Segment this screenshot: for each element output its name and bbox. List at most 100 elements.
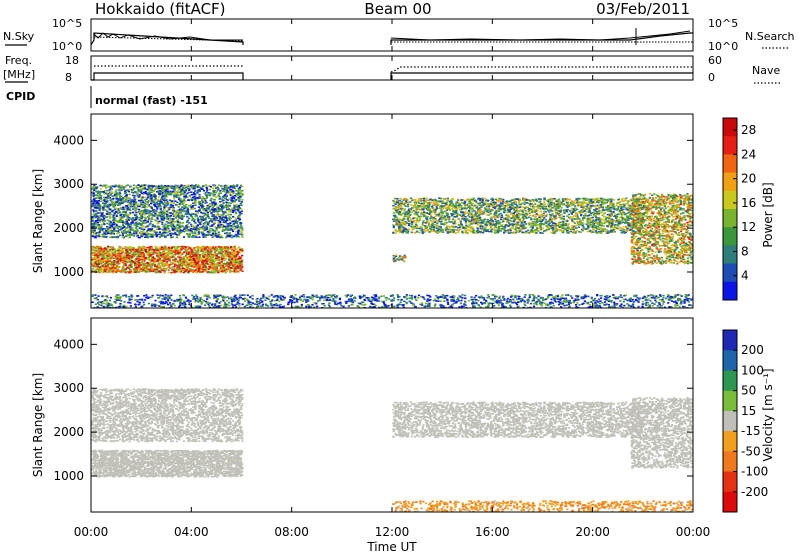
noise-right-tick-top: 10^5 (708, 17, 738, 30)
echo-cell (205, 257, 208, 260)
echo-cell (116, 227, 120, 229)
echo-cell (220, 261, 223, 263)
echo-cell (93, 197, 96, 199)
echo-cell (238, 219, 241, 222)
echo-cell (213, 231, 216, 234)
echo-cell (239, 227, 242, 230)
echo-cell (122, 214, 125, 216)
echo-cell (164, 201, 167, 203)
echo-cell (137, 190, 140, 193)
echo-cell (206, 211, 209, 214)
echo-cell (142, 268, 145, 270)
echo-cell (221, 219, 224, 221)
echo-cell (170, 262, 173, 265)
echo-cell (234, 217, 237, 220)
echo-cell (158, 248, 161, 250)
echo-cell (183, 187, 187, 190)
echo-cell (163, 231, 166, 234)
echo-cell (118, 186, 121, 189)
echo-cell (233, 228, 236, 230)
echo-cell (173, 246, 176, 249)
echo-cell (98, 225, 101, 227)
echo-cell (117, 268, 120, 271)
echo-cell (132, 211, 135, 214)
echo-cell (172, 202, 175, 204)
echo-cell (99, 188, 102, 190)
echo-cell (210, 203, 213, 205)
echo-cell (99, 197, 102, 199)
echo-cell (225, 198, 228, 201)
echo-cell (120, 227, 123, 230)
echo-cell (206, 249, 209, 251)
echo-cell (206, 271, 209, 274)
echo-cell (143, 196, 146, 199)
echo-cell (175, 247, 178, 249)
echo-cell (100, 200, 103, 203)
echo-cell (122, 186, 125, 188)
echo-cell (149, 246, 152, 248)
echo-cell (93, 231, 97, 234)
echo-cell (118, 221, 121, 223)
echo-cell (124, 186, 127, 188)
echo-cell (210, 249, 213, 252)
echo-cell (119, 229, 122, 231)
echo-cell (192, 198, 195, 201)
echo-cell (140, 217, 143, 219)
echo-cell (135, 211, 138, 214)
echo-cell (124, 263, 127, 265)
echo-cell (167, 187, 171, 189)
echo-cell (173, 270, 176, 272)
echo-cell (227, 210, 231, 212)
echo-cell (193, 185, 197, 188)
echo-cell (231, 252, 234, 254)
echo-cell (206, 195, 209, 198)
echo-cell (104, 189, 107, 192)
echo-cell (233, 246, 236, 249)
echo-cell (143, 269, 146, 271)
echo-cell (193, 198, 196, 200)
echo-cell (169, 214, 172, 217)
echo-cell (196, 217, 199, 219)
echo-cell (186, 227, 190, 230)
echo-cell (178, 208, 181, 211)
echo-cell (213, 201, 216, 203)
echo-cell (201, 228, 204, 230)
echo-cell (595, 200, 598, 202)
echo-cell (470, 204, 473, 207)
echo-cell (201, 216, 204, 219)
echo-cell (92, 213, 95, 216)
echo-cell (135, 214, 138, 216)
echo-cell (180, 258, 183, 261)
echo-cell (142, 257, 145, 260)
echo-cell (198, 264, 201, 266)
echo-cell (153, 251, 157, 253)
echo-cell (197, 221, 200, 223)
noise-panel: N.Sky 10^5 10^0 10^5 10^0 N.Search (3, 17, 795, 53)
echo-cell (169, 251, 172, 253)
echo-cell (104, 205, 108, 207)
echo-cell (111, 248, 115, 251)
echo-cell (151, 230, 154, 232)
echo-cell (100, 258, 103, 261)
echo-cell (113, 226, 116, 229)
echo-cell (189, 186, 192, 189)
echo-cell (239, 186, 242, 189)
echo-cell (116, 184, 119, 187)
echo-cell (110, 257, 113, 260)
echo-cell (230, 186, 233, 188)
echo-cell (200, 218, 203, 221)
echo-cell (115, 207, 118, 210)
echo-cell (131, 222, 134, 224)
echo-cell (207, 224, 210, 226)
echo-cell (140, 223, 143, 225)
echo-cell (134, 214, 137, 217)
echo-cell (147, 247, 150, 250)
echo-cell (114, 222, 117, 225)
echo-cell (235, 190, 238, 192)
echo-cell (106, 256, 109, 259)
echo-cell (228, 248, 232, 250)
echo-cell (212, 223, 215, 225)
echo-cell (107, 185, 110, 188)
station-title: Hokkaido (fitACF) (95, 0, 226, 18)
echo-cell (91, 225, 94, 228)
